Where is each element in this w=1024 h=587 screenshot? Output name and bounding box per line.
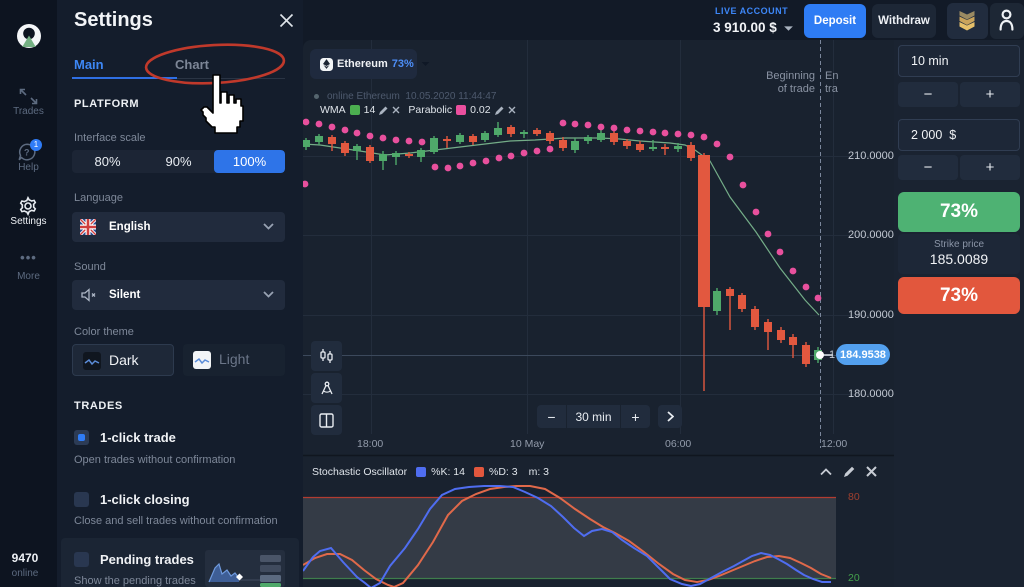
svg-text:?: ?	[24, 148, 30, 158]
